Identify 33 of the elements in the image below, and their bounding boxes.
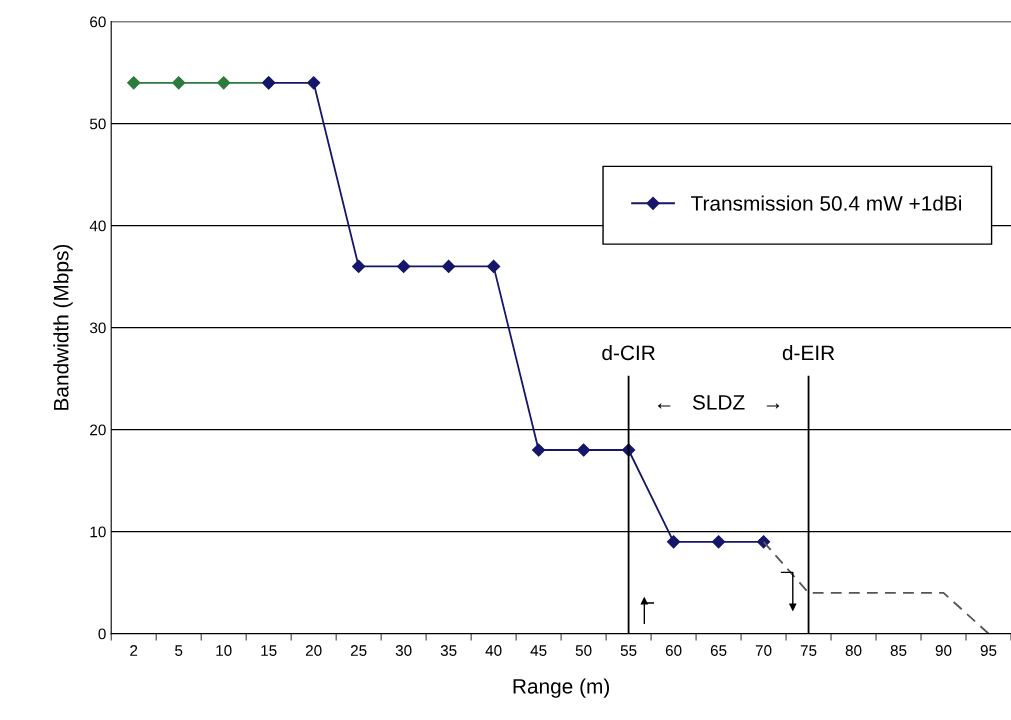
x-tick-label: 90 — [935, 645, 952, 656]
x-tick-label: 30 — [395, 645, 412, 656]
x-tick-label: 70 — [755, 645, 772, 656]
x-tick-label: 95 — [980, 645, 997, 656]
y-tick-label: 40 — [89, 220, 106, 232]
x-tick-label: 45 — [530, 645, 547, 656]
y-axis-title: Bandwidth (Mbps) — [53, 244, 73, 410]
x-tick-label: 10 — [216, 645, 232, 656]
ref-line-label: d-CIR — [602, 344, 655, 361]
annotation: ← SLDZ → — [658, 394, 780, 410]
x-tick-label: 60 — [665, 645, 682, 656]
legend-label: Transmission 50.4 mW +1dBi — [691, 195, 962, 211]
y-tick-label: 10 — [90, 526, 106, 538]
x-tick-label: 25 — [350, 645, 367, 656]
x-tick-label: 40 — [485, 645, 502, 656]
x-tick-label: 15 — [261, 645, 277, 656]
x-tick-label: 85 — [890, 645, 907, 656]
y-tick-label: 60 — [90, 16, 106, 28]
x-tick-label: 20 — [305, 645, 322, 656]
x-tick-label: 65 — [710, 645, 727, 656]
y-tick-label: 20 — [90, 424, 106, 436]
y-tick-label: 0 — [98, 628, 106, 640]
y-tick-label: 50 — [89, 118, 106, 130]
x-tick-label: 50 — [575, 645, 592, 656]
y-tick-label: 30 — [89, 322, 106, 334]
x-tick-label: 75 — [800, 645, 817, 656]
x-tick-label: 55 — [620, 645, 637, 656]
x-tick-label: 5 — [175, 645, 183, 656]
x-tick-label: 35 — [440, 645, 457, 656]
x-tick-label: 80 — [845, 645, 862, 656]
ref-line-label: d-EIR — [782, 344, 835, 361]
x-tick-label: 2 — [130, 645, 138, 656]
x-axis-title: Range (m) — [513, 678, 610, 698]
